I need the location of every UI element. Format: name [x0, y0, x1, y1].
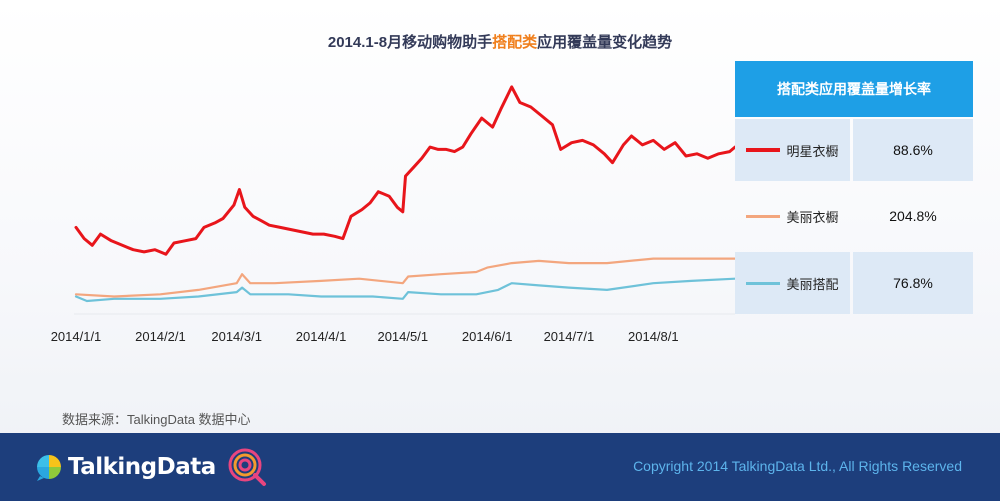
talkingdata-logo-icon — [37, 455, 61, 481]
x-tick-label: 2014/4/1 — [296, 329, 347, 344]
legend-row-3: 美丽搭配 76.8% — [735, 252, 973, 314]
x-tick-label: 2014/2/1 — [135, 329, 186, 344]
legend-value: 88.6% — [853, 119, 973, 181]
chart-title-highlight: 搭配类 — [492, 34, 538, 51]
x-tick-label: 2014/3/1 — [211, 329, 262, 344]
swirl-icon — [228, 448, 266, 486]
series-line-3 — [74, 277, 737, 303]
line-chart: 2014/1/1 2014/2/1 2014/3/1 2014/4/1 2014/5/1… — [51, 85, 737, 344]
series-line-2 — [74, 257, 737, 298]
legend-label: 美丽搭配 — [786, 276, 839, 292]
legend-swatch-red — [746, 148, 781, 152]
legend-name-cell: 明星衣橱 — [735, 119, 850, 181]
chart-title-prefix: 2014.1-8月移动购物助手 — [327, 34, 493, 51]
legend-label: 美丽衣橱 — [786, 209, 839, 225]
x-tick-label: 2014/8/1 — [628, 329, 679, 344]
legend-row-2: 美丽衣橱 204.8% — [735, 185, 973, 247]
legend-name-cell: 美丽衣橱 — [735, 185, 850, 247]
legend-swatch-blue — [746, 281, 781, 285]
logo-text: TalkingData — [68, 454, 216, 480]
chart-title-suffix: 应用覆盖量变化趋势 — [537, 34, 673, 51]
copyright-text: Copyright 2014 TalkingData Ltd., All Rig… — [633, 458, 962, 474]
chart-title: 2014.1-8月移动购物助手搭配类应用覆盖量变化趋势 — [0, 31, 1000, 52]
x-tick-label: 2014/1/1 — [51, 329, 102, 344]
legend-row-1: 明星衣橱 88.6% — [735, 119, 973, 181]
legend-value: 204.8% — [889, 208, 937, 224]
legend-value: 76.8% — [853, 252, 973, 314]
legend-swatch-orange — [746, 214, 781, 218]
legend-table-header: 搭配类应用覆盖量增长率 — [735, 61, 973, 117]
legend-label: 明星衣橱 — [786, 143, 839, 159]
x-tick-label: 2014/6/1 — [462, 329, 513, 344]
talkingdata-logo: TalkingData — [34, 448, 268, 486]
legend-name-cell: 美丽搭配 — [735, 252, 850, 314]
series-line-1 — [74, 85, 737, 256]
x-tick-label: 2014/7/1 — [544, 329, 595, 344]
x-tick-label: 2014/5/1 — [377, 329, 428, 344]
footer-bar: TalkingData Copyright 2014 TalkingData L… — [0, 433, 1000, 501]
source-note: 数据来源：TalkingData 数据中心 — [62, 412, 251, 427]
